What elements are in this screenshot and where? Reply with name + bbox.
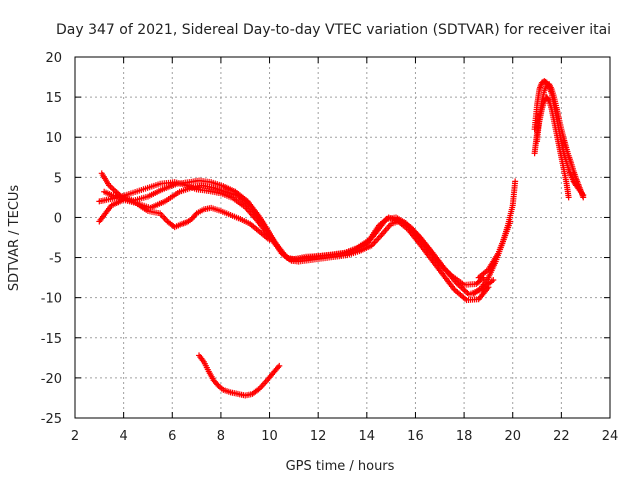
y-tick-label: 20 <box>45 51 62 66</box>
data-point <box>371 239 378 246</box>
x-tick-label: 24 <box>602 429 619 444</box>
y-axis-label: SDTVAR / TECUs <box>7 185 22 292</box>
data-point <box>545 96 552 103</box>
axes <box>74 56 611 419</box>
tick-labels: 2 4 6 8 10 12 14 16 18 20 22 24-25-20-15-10-5051015… <box>41 51 619 444</box>
x-tick-label: 22 <box>553 429 570 444</box>
series-track-c <box>101 182 497 298</box>
y-tick-label: 5 <box>54 171 62 186</box>
chart-title: Day 347 of 2021, Sidereal Day-to-day VTE… <box>56 22 611 38</box>
x-tick-label: 20 <box>504 429 521 444</box>
series-track-i <box>531 94 572 201</box>
series-track-b <box>98 170 492 304</box>
data-point <box>374 236 381 243</box>
plot-area <box>96 78 587 399</box>
y-tick-label: -25 <box>41 412 62 427</box>
data-point <box>580 194 587 201</box>
x-tick-label: 6 <box>168 429 176 444</box>
series-track-f <box>470 218 514 297</box>
x-tick-label: 4 <box>119 429 127 444</box>
y-tick-label: 15 <box>45 91 62 106</box>
data-point <box>377 233 384 240</box>
y-tick-label: -10 <box>41 292 62 307</box>
series-track-j <box>534 81 587 201</box>
series-track-g <box>196 352 283 399</box>
data-point <box>375 235 382 242</box>
x-tick-label: 14 <box>359 429 376 444</box>
data-point <box>490 277 497 284</box>
x-tick-label: 12 <box>310 429 327 444</box>
data-point <box>512 178 519 185</box>
y-tick-label: -5 <box>49 252 62 267</box>
plot-frame <box>74 56 611 419</box>
grid <box>75 57 610 418</box>
x-tick-label: 16 <box>407 429 424 444</box>
series-track-d <box>96 196 273 243</box>
y-tick-label: 10 <box>45 131 62 146</box>
x-tick-label: 8 <box>217 429 225 444</box>
x-tick-label: 10 <box>261 429 278 444</box>
data-point <box>276 362 283 369</box>
y-tick-label: -15 <box>41 332 62 347</box>
y-tick-label: 0 <box>54 211 62 226</box>
data-point <box>565 194 572 201</box>
x-tick-label: 2 <box>71 429 79 444</box>
data-point <box>266 236 273 243</box>
data-point <box>372 238 379 245</box>
x-axis-label: GPS time / hours <box>286 459 395 474</box>
x-tick-label: 18 <box>456 429 473 444</box>
y-tick-label: -20 <box>41 372 62 387</box>
data-point <box>507 218 514 225</box>
